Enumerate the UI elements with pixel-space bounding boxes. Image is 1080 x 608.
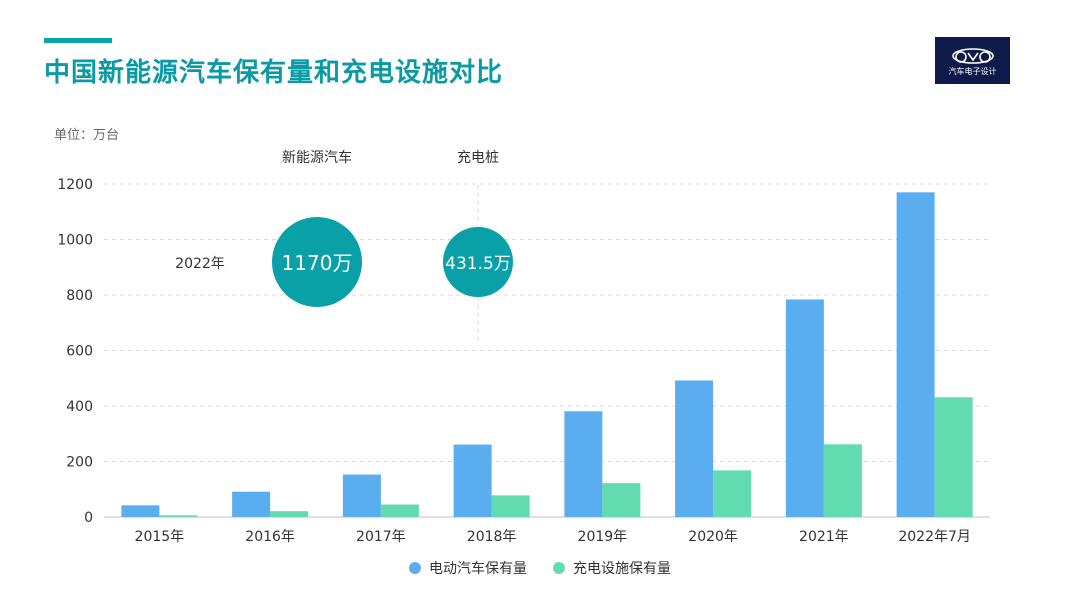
bar-ev[interactable] bbox=[564, 411, 603, 517]
legend-label-charger: 充电设施保有量 bbox=[573, 561, 671, 577]
legend-dot-charger bbox=[553, 562, 565, 574]
car-logo-icon bbox=[951, 48, 994, 64]
callout-header-charger: 充电桩 bbox=[457, 149, 499, 166]
title-accent-bar bbox=[44, 38, 112, 43]
bar-ev[interactable] bbox=[896, 192, 935, 517]
bar-charger[interactable] bbox=[602, 483, 641, 517]
legend-dot-ev bbox=[409, 562, 421, 574]
x-tick-label: 2017年 bbox=[356, 529, 406, 545]
legend-item-ev[interactable]: 电动汽车保有量 bbox=[409, 558, 527, 578]
x-tick-label: 2016年 bbox=[245, 529, 295, 545]
bubble-charger bbox=[443, 227, 513, 297]
brand-logo: 汽车电子设计 bbox=[935, 37, 1010, 84]
bar-charger[interactable] bbox=[380, 504, 419, 517]
logo-text: 汽车电子设计 bbox=[948, 67, 997, 76]
y-tick-label: 1000 bbox=[57, 233, 93, 249]
y-tick-label: 800 bbox=[66, 288, 93, 304]
bar-ev[interactable] bbox=[453, 444, 492, 517]
bubble-charger-value: 431.5万 bbox=[445, 254, 511, 274]
callout-row-label: 2022年 bbox=[175, 256, 225, 272]
bar-charger[interactable] bbox=[713, 470, 752, 517]
callout-header-ev: 新能源汽车 bbox=[282, 149, 352, 166]
x-tick-label: 2022年7月 bbox=[898, 529, 971, 545]
x-tick-label: 2020年 bbox=[688, 529, 738, 545]
unit-label: 单位：万台 bbox=[54, 128, 120, 143]
y-tick-label: 200 bbox=[66, 455, 93, 471]
chart-legend: 电动汽车保有量 充电设施保有量 bbox=[0, 558, 1080, 578]
bar-ev[interactable] bbox=[785, 299, 824, 517]
page-title: 中国新能源汽车保有量和充电设施对比 bbox=[44, 58, 504, 88]
bar-charger[interactable] bbox=[823, 444, 862, 517]
y-tick-label: 0 bbox=[84, 510, 93, 526]
bar-charger[interactable] bbox=[159, 515, 198, 517]
bar-charger[interactable] bbox=[934, 397, 973, 517]
bar-ev[interactable] bbox=[232, 491, 271, 517]
y-tick-label: 1200 bbox=[57, 177, 93, 193]
bar-charger[interactable] bbox=[270, 511, 309, 517]
bar-ev[interactable] bbox=[675, 380, 714, 517]
x-tick-label: 2021年 bbox=[799, 529, 849, 545]
x-tick-label: 2015年 bbox=[135, 529, 185, 545]
bubble-ev bbox=[272, 217, 362, 307]
bar-ev[interactable] bbox=[342, 474, 381, 517]
y-tick-label: 600 bbox=[66, 344, 93, 360]
y-tick-label: 400 bbox=[66, 399, 93, 415]
bubble-ev-value: 1170万 bbox=[282, 251, 353, 275]
bar-charger[interactable] bbox=[491, 495, 530, 517]
bar-ev[interactable] bbox=[121, 505, 160, 517]
legend-item-charger[interactable]: 充电设施保有量 bbox=[553, 558, 671, 578]
x-tick-label: 2019年 bbox=[578, 529, 628, 545]
x-tick-label: 2018年 bbox=[467, 529, 517, 545]
legend-label-ev: 电动汽车保有量 bbox=[429, 561, 527, 577]
